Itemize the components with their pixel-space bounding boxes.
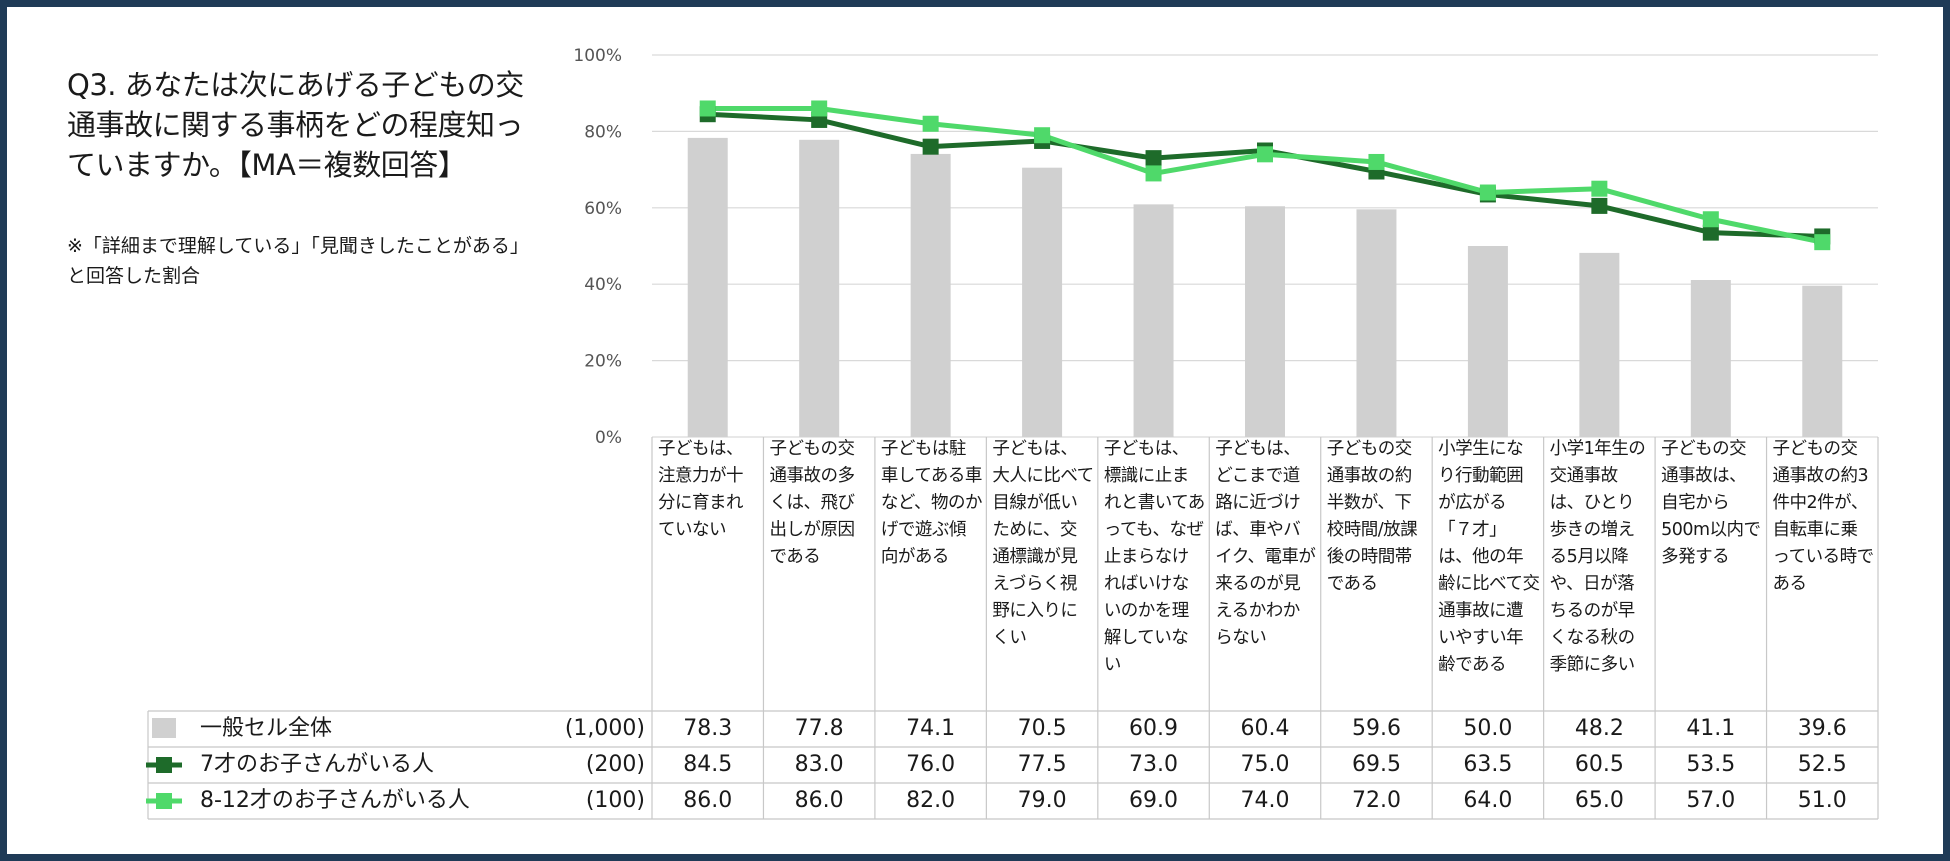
- category-label: 子どもの交通事故は、自宅から500m以内で多発する: [1661, 439, 1761, 567]
- marker-age8-12: [811, 100, 828, 117]
- legend-label: 7才のお子さんがいる人: [200, 752, 434, 777]
- table-cell: 77.8: [794, 716, 844, 741]
- marker-age8-12: [1368, 153, 1385, 170]
- category-label: 子どもの交通事故の約半数が、下校時間/放課後の時間帯である: [1326, 439, 1418, 594]
- table-cell: 48.2: [1574, 716, 1624, 741]
- y-axis-ticks: 0% 20% 40% 60% 80% 100%: [573, 46, 622, 448]
- table-cell: 53.5: [1686, 752, 1736, 777]
- legend-marker-age7: [156, 757, 172, 773]
- question-title: Q3. あなたは次にあげる子どもの交通事故に関する事柄をどの程度知っていますか。…: [67, 68, 524, 182]
- table-cell: 41.1: [1686, 716, 1736, 741]
- bar-general: [1467, 246, 1508, 437]
- y-tick-label: 60%: [584, 199, 622, 219]
- table-cell: 69.0: [1129, 788, 1179, 813]
- marker-age7: [1145, 150, 1162, 167]
- note-text: ※「詳細まで理解している」「見聞きしたことがある」と回答した割合: [67, 235, 529, 287]
- sample-size: (100): [585, 788, 645, 813]
- table-cell: 72.0: [1351, 788, 1401, 813]
- table-cell: 51.0: [1797, 788, 1847, 813]
- legend-swatch-general: [152, 718, 176, 738]
- bar-general: [687, 137, 728, 438]
- y-tick-label: 0%: [595, 428, 622, 448]
- table-cell: 83.0: [794, 752, 844, 777]
- legend-label: 8-12才のお子さんがいる人: [200, 788, 470, 813]
- bar-general: [1802, 285, 1843, 437]
- marker-age7: [1591, 197, 1608, 214]
- table-cell: 63.5: [1463, 752, 1513, 777]
- category-label: 子どもの交通事故の多くは、飛び出しが原因である: [769, 439, 855, 567]
- marker-age8-12: [699, 100, 716, 117]
- category-label: 小学1年生の交通事故は、ひとり歩きの増える5月以降や、日が落ちるのが早くなる秋の…: [1549, 439, 1646, 675]
- table-cell: 74.0: [1240, 788, 1290, 813]
- table-cell: 60.4: [1240, 716, 1290, 741]
- category-label: 子どもの交通事故の約3件中2件が、自転車に乗っている時である: [1772, 439, 1875, 594]
- sample-size: (1,000): [564, 716, 645, 741]
- series-lines: [699, 100, 1831, 251]
- table-cell: 52.5: [1797, 752, 1847, 777]
- category-label: 子どもは、注意力が十分に育まれていない: [658, 439, 744, 540]
- bar-general: [799, 139, 840, 437]
- table-cell: 60.9: [1129, 716, 1179, 741]
- category-label: 子どもは駐車してある車など、物のかげで遊ぶ傾向がある: [880, 439, 983, 567]
- marker-age8-12: [1479, 184, 1496, 201]
- table-cell: 69.5: [1351, 752, 1401, 777]
- category-label: 子どもは、大人に比べて目線が低いために、交通標識が見えづらく視野に入りにくい: [992, 439, 1094, 648]
- bar-general: [1356, 209, 1397, 437]
- marker-age8-12: [1591, 180, 1608, 197]
- table-cell: 50.0: [1463, 716, 1513, 741]
- category-label: 子どもは、どこまで道路に近づけば、車やバイク、電車が来るのが見えるかわからない: [1215, 439, 1316, 648]
- table-cell: 86.0: [794, 788, 844, 813]
- table-cell: 64.0: [1463, 788, 1513, 813]
- y-tick-label: 20%: [584, 352, 622, 372]
- marker-age8-12: [922, 115, 939, 132]
- y-tick-label: 100%: [573, 46, 622, 66]
- table-cell: 57.0: [1686, 788, 1736, 813]
- table-cell: 65.0: [1574, 788, 1624, 813]
- marker-age8-12: [1145, 165, 1162, 182]
- marker-age8-12: [1257, 146, 1273, 163]
- bar-general: [1133, 204, 1174, 437]
- table-cell: 82.0: [906, 788, 956, 813]
- y-tick-label: 40%: [584, 275, 622, 295]
- y-tick-label: 80%: [584, 122, 622, 142]
- bar-general: [1245, 206, 1285, 437]
- table-cell: 59.6: [1351, 716, 1401, 741]
- table-cell: 73.0: [1129, 752, 1179, 777]
- table-cell: 78.3: [683, 716, 733, 741]
- table-cell: 77.5: [1017, 752, 1067, 777]
- table-cell: 74.1: [906, 716, 956, 741]
- table-cell: 39.6: [1797, 716, 1847, 741]
- table-cell: 70.5: [1017, 716, 1067, 741]
- legend-swatches: [146, 718, 182, 809]
- table-cell: 79.0: [1017, 788, 1067, 813]
- marker-age8-12: [1814, 234, 1831, 251]
- marker-age7: [1702, 224, 1719, 241]
- marker-age7: [922, 138, 939, 155]
- bar-general: [910, 153, 951, 438]
- table-cell: 86.0: [683, 788, 733, 813]
- table-cell: 76.0: [906, 752, 956, 777]
- table-cell: 75.0: [1240, 752, 1290, 777]
- table-cell: 60.5: [1574, 752, 1624, 777]
- data-table-lines: [147, 437, 1879, 820]
- marker-age8-12: [1034, 127, 1051, 144]
- bar-general: [1579, 252, 1620, 437]
- category-label: 子どもは、標識に止まれと書いてあっても、なぜ止まらなければいけないのかを理解して…: [1103, 439, 1205, 675]
- bars-general: [687, 137, 1843, 438]
- marker-age8-12: [1702, 211, 1719, 228]
- legend-marker-age8-12: [156, 793, 172, 809]
- table-cell: 84.5: [683, 752, 733, 777]
- sample-size: (200): [585, 752, 645, 777]
- bar-general: [1690, 279, 1731, 437]
- category-label: 小学生になり行動範囲が広がる「７才」は、他の年齢に比べて交通事故に遭いやすい年齢…: [1438, 439, 1540, 675]
- bar-general: [1022, 167, 1063, 437]
- legend-label: 一般セル全体: [200, 716, 333, 741]
